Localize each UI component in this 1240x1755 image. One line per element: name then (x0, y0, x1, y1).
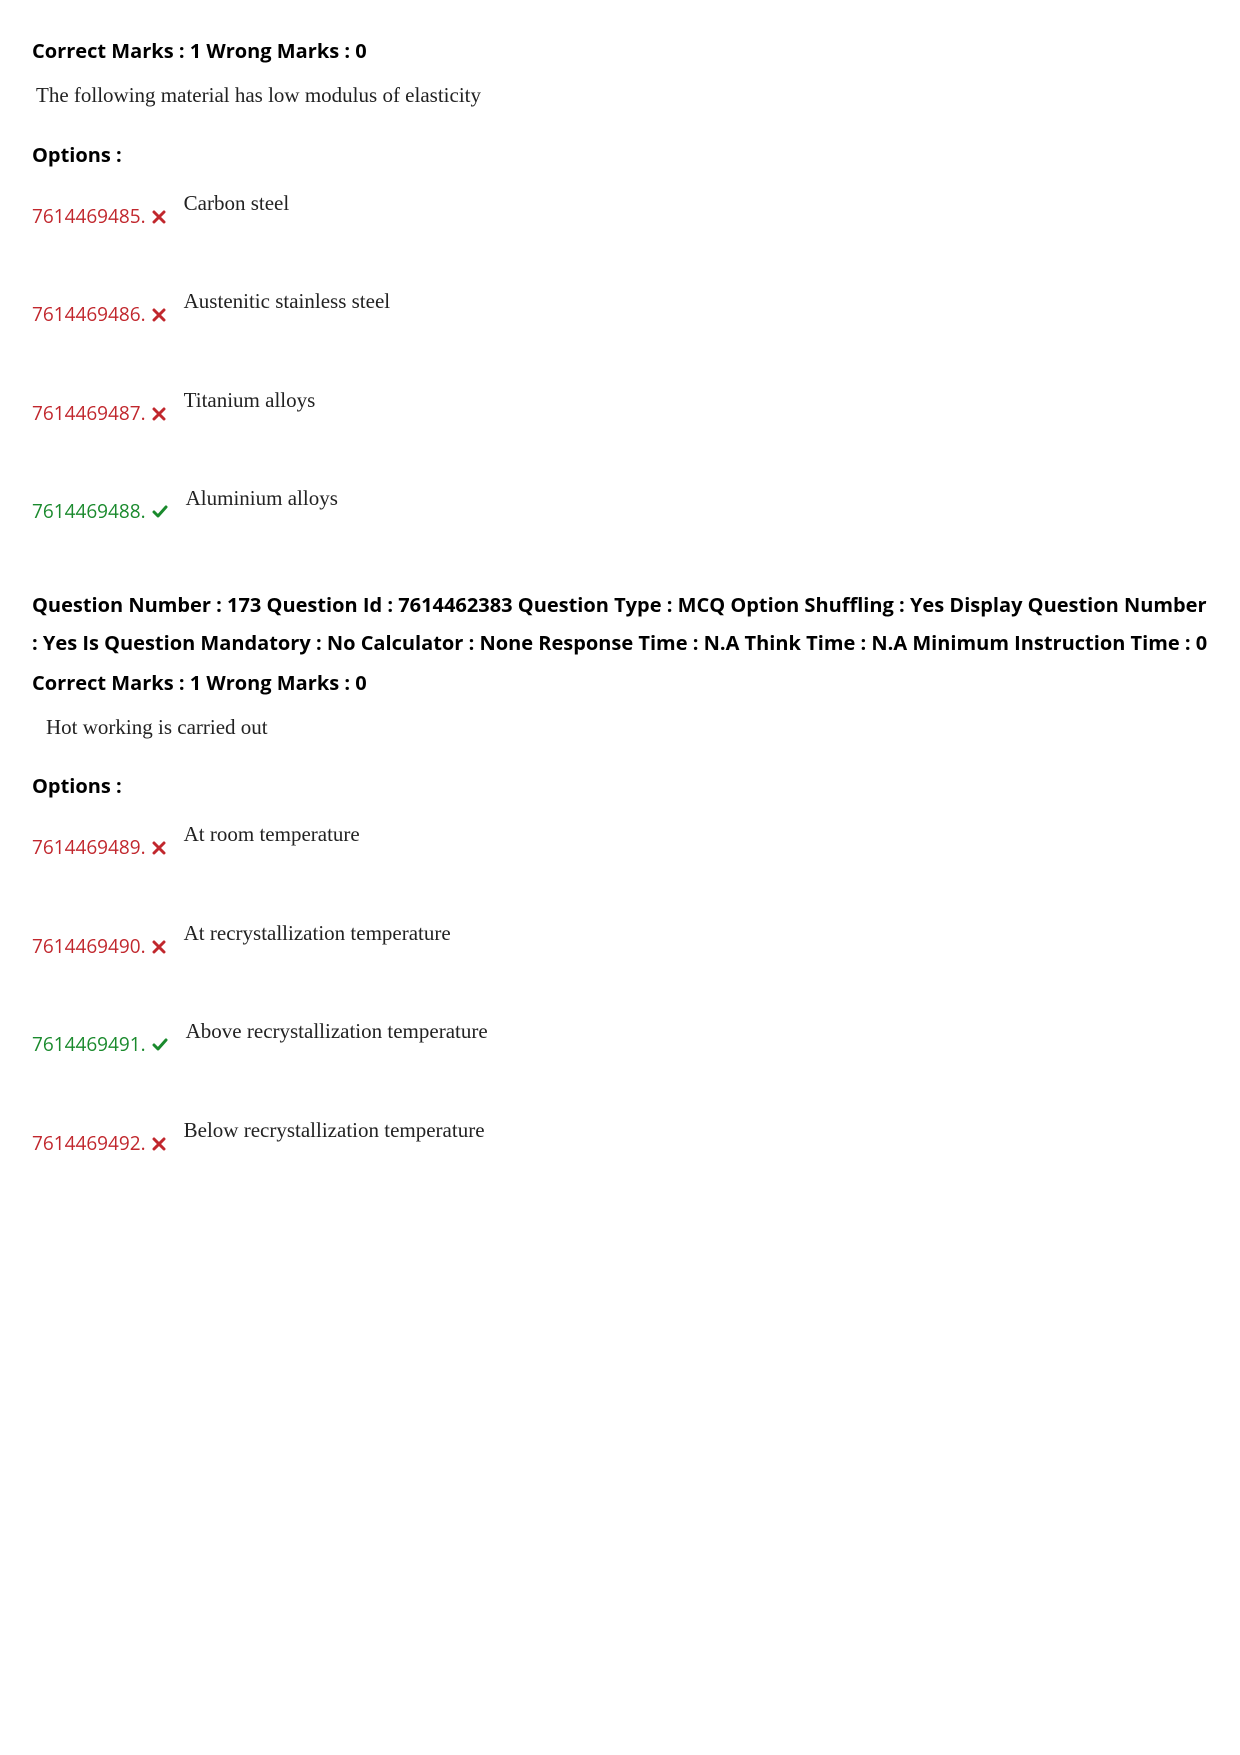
option-row: 7614469488. Aluminium alloys (32, 483, 1208, 526)
option-id-text: 7614469491. (32, 1030, 146, 1059)
option-id-text: 7614469488. (32, 497, 146, 526)
cross-icon (152, 308, 166, 322)
cross-icon (152, 407, 166, 421)
check-icon (152, 1038, 168, 1052)
option-row: 7614469485. Carbon steel (32, 188, 1208, 231)
option-text: Austenitic stainless steel (184, 286, 390, 318)
option-row: 7614469486. Austenitic stainless steel (32, 286, 1208, 329)
option-text: Above recrystallization temperature (186, 1016, 488, 1048)
cross-icon (152, 1137, 166, 1151)
option-id-text: 7614469487. (32, 399, 146, 428)
option-id: 7614469491. (32, 1016, 168, 1059)
question-text: Hot working is carried out (46, 712, 1208, 744)
option-row: 7614469492. Below recrystallization temp… (32, 1115, 1208, 1158)
option-id-text: 7614469490. (32, 932, 146, 961)
option-text: Below recrystallization temperature (184, 1115, 485, 1147)
option-text: Titanium alloys (184, 385, 316, 417)
question-text: The following material has low modulus o… (36, 80, 1208, 112)
option-text: Carbon steel (184, 188, 290, 220)
option-id: 7614469488. (32, 483, 168, 526)
option-id: 7614469492. (32, 1115, 166, 1158)
option-id: 7614469485. (32, 188, 166, 231)
option-id: 7614469486. (32, 286, 166, 329)
marks-line: Correct Marks : 1 Wrong Marks : 0 (32, 36, 1208, 66)
check-icon (152, 505, 168, 519)
options-label: Options : (32, 140, 1208, 170)
option-id-text: 7614469485. (32, 202, 146, 231)
option-text: At recrystallization temperature (184, 918, 451, 950)
option-row: 7614469491. Above recrystallization temp… (32, 1016, 1208, 1059)
option-row: 7614469489. At room temperature (32, 819, 1208, 862)
option-text: Aluminium alloys (186, 483, 338, 515)
option-id: 7614469489. (32, 819, 166, 862)
cross-icon (152, 210, 166, 224)
options-label: Options : (32, 771, 1208, 801)
option-text: At room temperature (184, 819, 360, 851)
marks-line: Correct Marks : 1 Wrong Marks : 0 (32, 668, 1208, 698)
option-id-text: 7614469492. (32, 1129, 146, 1158)
option-row: 7614469490. At recrystallization tempera… (32, 918, 1208, 961)
cross-icon (152, 841, 166, 855)
option-id-text: 7614469489. (32, 833, 146, 862)
option-id: 7614469487. (32, 385, 166, 428)
option-id: 7614469490. (32, 918, 166, 961)
cross-icon (152, 940, 166, 954)
option-row: 7614469487. Titanium alloys (32, 385, 1208, 428)
question-meta: Question Number : 173 Question Id : 7614… (32, 586, 1208, 662)
option-id-text: 7614469486. (32, 300, 146, 329)
